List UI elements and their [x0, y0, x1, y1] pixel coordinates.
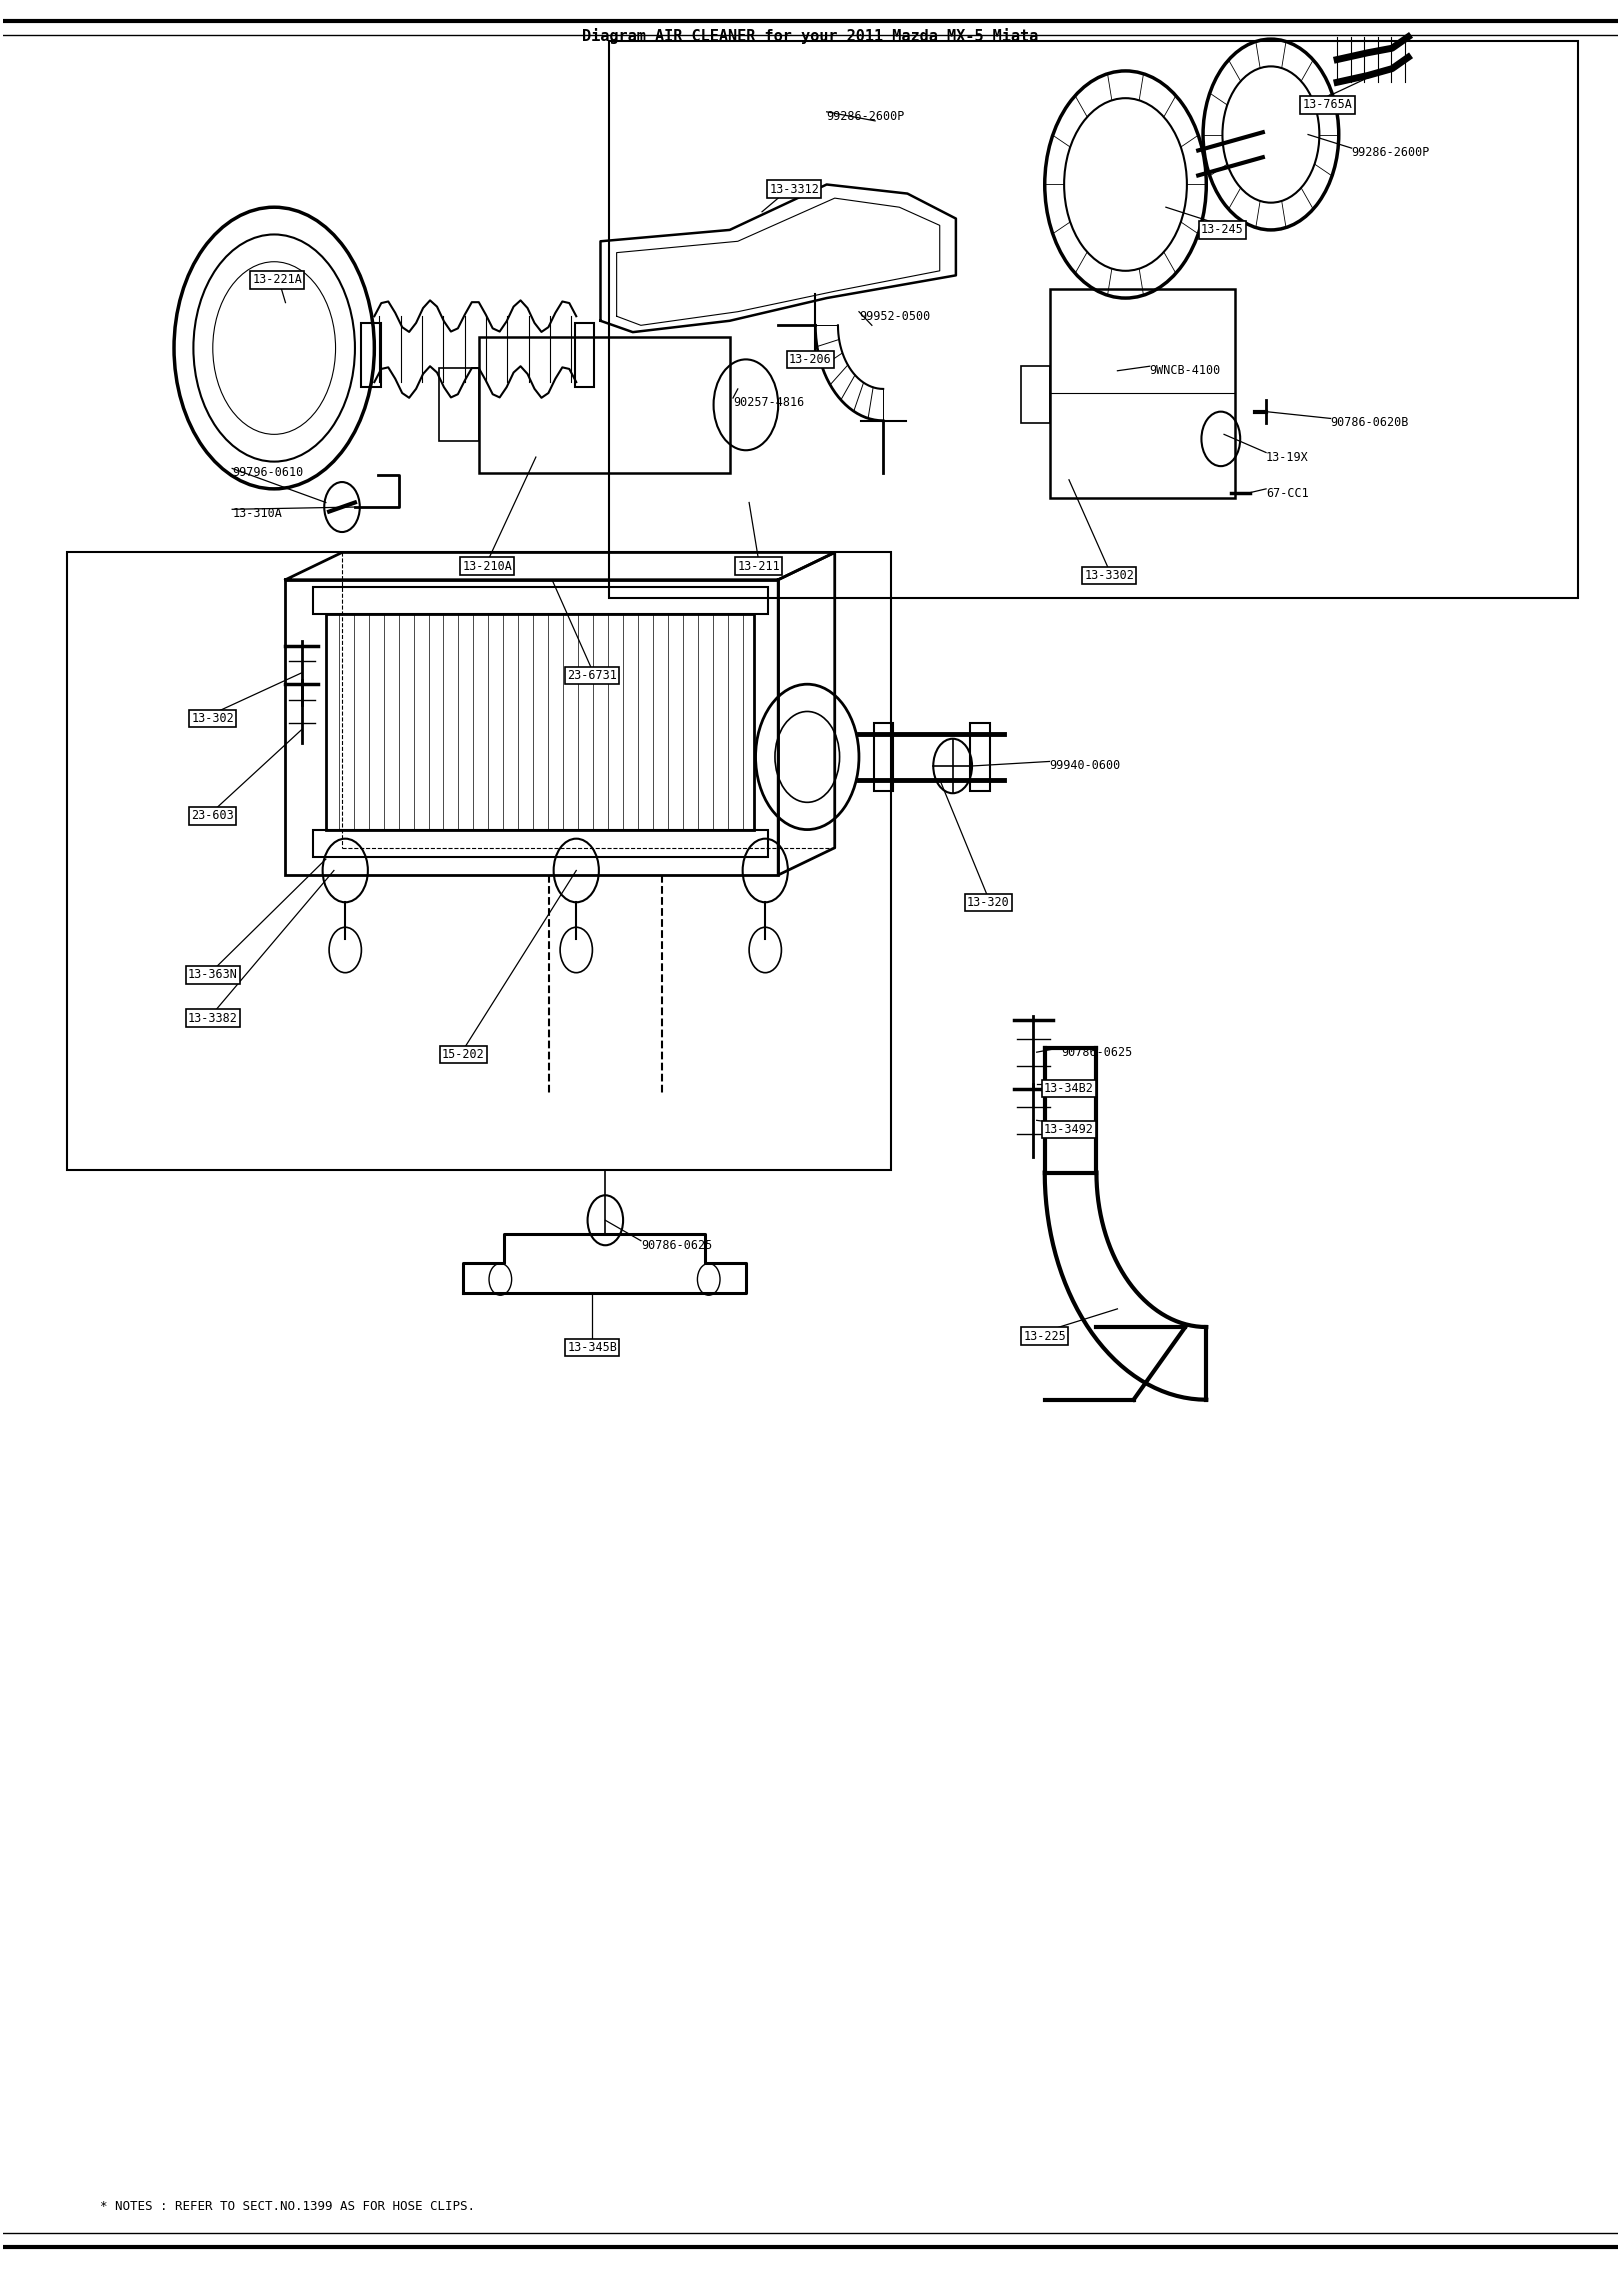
Bar [480, 337, 729, 474]
Bar [439, 369, 480, 442]
Text: 13-19X: 13-19X [1266, 451, 1308, 465]
Bar [285, 581, 778, 874]
Text: 90786-0620B: 90786-0620B [1331, 417, 1409, 430]
Text: 23-603: 23-603 [191, 808, 233, 822]
Text: 13-211: 13-211 [738, 560, 780, 572]
Text: 13-302: 13-302 [191, 713, 233, 724]
Bar [575, 323, 593, 387]
Text: 13-221A: 13-221A [253, 273, 303, 287]
Text: 99286-2600P: 99286-2600P [827, 109, 905, 123]
Text: 13-245: 13-245 [1201, 223, 1243, 237]
Text: 90257-4816: 90257-4816 [733, 396, 804, 410]
Text: 13-225: 13-225 [1023, 1330, 1067, 1343]
Text: Diagram AIR CLEANER for your 2011 Mazda MX-5 Miata: Diagram AIR CLEANER for your 2011 Mazda … [582, 27, 1039, 43]
Text: 90786-0625: 90786-0625 [1060, 1045, 1131, 1059]
Bar [971, 722, 990, 790]
Bar [313, 829, 768, 856]
Bar [326, 615, 754, 829]
Text: 13-765A: 13-765A [1303, 98, 1352, 112]
Bar [1049, 289, 1235, 499]
Text: 13-34B2: 13-34B2 [1044, 1082, 1094, 1095]
Bar [608, 41, 1577, 599]
Text: 90786-0625: 90786-0625 [640, 1239, 712, 1252]
Text: 13-3302: 13-3302 [1084, 569, 1135, 581]
Text: 13-3382: 13-3382 [188, 1011, 238, 1025]
Text: * NOTES : REFER TO SECT.NO.1399 AS FOR HOSE CLIPS.: * NOTES : REFER TO SECT.NO.1399 AS FOR H… [101, 2200, 475, 2213]
Text: 13-210A: 13-210A [462, 560, 512, 572]
Text: 13-363N: 13-363N [188, 968, 238, 981]
Text: 9WNCB-4100: 9WNCB-4100 [1149, 364, 1221, 378]
Bar [874, 722, 893, 790]
Text: 99286-2600P: 99286-2600P [1352, 146, 1430, 159]
Text: 15-202: 15-202 [443, 1047, 485, 1061]
Text: 67-CC1: 67-CC1 [1266, 487, 1308, 501]
Text: 23-6731: 23-6731 [567, 669, 618, 681]
Text: 13-206: 13-206 [789, 353, 832, 367]
Bar [313, 587, 768, 615]
Bar [361, 323, 381, 387]
Text: 13-320: 13-320 [966, 895, 1010, 909]
Bar [1021, 367, 1049, 424]
Text: 13-3312: 13-3312 [770, 182, 819, 196]
Text: 99952-0500: 99952-0500 [859, 310, 930, 323]
Text: 13-345B: 13-345B [567, 1341, 618, 1355]
Text: 13-310A: 13-310A [232, 508, 282, 521]
Text: 99796-0610: 99796-0610 [232, 467, 303, 480]
Text: 13-3492: 13-3492 [1044, 1123, 1094, 1136]
Text: 99940-0600: 99940-0600 [1049, 761, 1120, 772]
Bar [68, 553, 892, 1170]
